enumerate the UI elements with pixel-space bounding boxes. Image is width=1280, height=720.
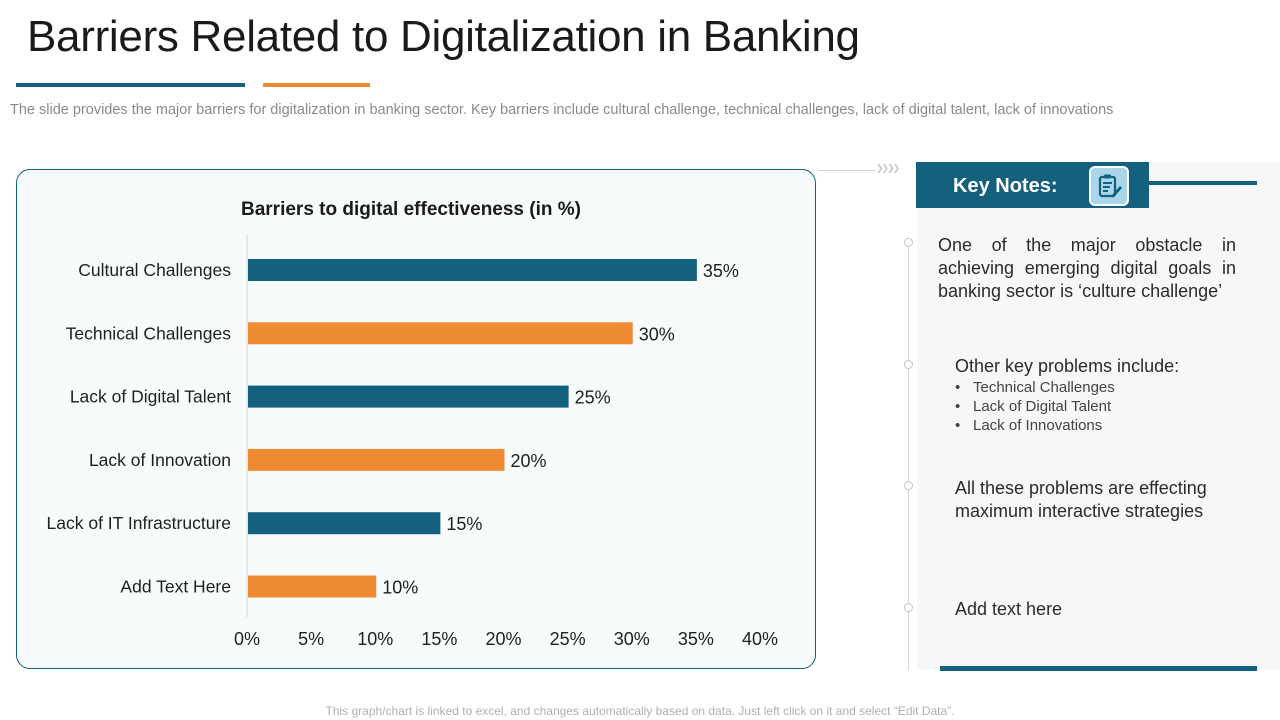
note-other-problems-intro: Other key problems include: bbox=[955, 356, 1180, 376]
slide-title: Barriers Related to Digitalization in Ba… bbox=[27, 12, 860, 61]
key-notes-header: Key Notes: bbox=[916, 162, 1149, 208]
key-notes-header-line bbox=[1149, 181, 1257, 185]
x-tick-label: 40% bbox=[742, 629, 778, 649]
chart-title: Barriers to digital effectiveness (in %) bbox=[241, 199, 581, 220]
bar bbox=[248, 259, 697, 281]
data-label: 15% bbox=[446, 514, 482, 534]
note-culture-challenge: One of the major obstacle in achieving e… bbox=[938, 235, 1236, 301]
category-label: Lack of IT Infrastructure bbox=[47, 513, 231, 533]
bar bbox=[248, 385, 569, 408]
x-tick-label: 35% bbox=[678, 629, 714, 649]
list-item: Lack of Digital Talent bbox=[955, 397, 1115, 416]
x-tick-label: 0% bbox=[234, 629, 260, 649]
category-label: Lack of Innovation bbox=[89, 450, 231, 470]
list-item: Lack of Innovations bbox=[955, 416, 1115, 435]
timeline-dot bbox=[904, 603, 913, 612]
x-tick-label: 25% bbox=[550, 629, 586, 649]
clipboard-edit-icon bbox=[1089, 166, 1129, 206]
key-notes-title: Key Notes: bbox=[953, 175, 1058, 197]
x-tick-label: 20% bbox=[485, 629, 521, 649]
footer-note: This graph/chart is linked to excel, and… bbox=[325, 704, 955, 718]
notes-timeline bbox=[908, 242, 909, 670]
note-problems-list: Technical Challenges Lack of Digital Tal… bbox=[955, 378, 1115, 435]
timeline-dot bbox=[904, 360, 913, 369]
x-tick-label: 30% bbox=[614, 629, 650, 649]
data-label: 10% bbox=[382, 578, 418, 598]
category-label: Cultural Challenges bbox=[78, 260, 231, 280]
x-tick-label: 15% bbox=[421, 629, 457, 649]
x-tick-label: 5% bbox=[298, 629, 324, 649]
bar bbox=[248, 322, 633, 345]
data-label: 35% bbox=[703, 261, 739, 281]
category-label: Lack of Digital Talent bbox=[70, 387, 231, 407]
timeline-dot bbox=[904, 481, 913, 490]
slide-subtitle: The slide provides the major barriers fo… bbox=[10, 102, 1114, 118]
bar bbox=[248, 448, 505, 471]
list-item: Technical Challenges bbox=[955, 378, 1115, 397]
note-add-text[interactable]: Add text here bbox=[955, 599, 1063, 619]
data-label: 30% bbox=[639, 324, 675, 344]
bar-chart[interactable]: Barriers to digital effectiveness (in %)… bbox=[17, 170, 817, 670]
connector-arrows-icon: ❯❯❯❯ bbox=[876, 163, 900, 173]
x-tick-label: 10% bbox=[357, 629, 393, 649]
key-notes-bottom-line bbox=[940, 666, 1257, 671]
title-underline-orange bbox=[263, 83, 370, 87]
data-label: 25% bbox=[575, 388, 611, 408]
data-label: 20% bbox=[511, 451, 547, 471]
timeline-dot bbox=[904, 238, 913, 247]
chart-card[interactable]: Barriers to digital effectiveness (in %)… bbox=[16, 169, 816, 669]
category-label: Add Text Here bbox=[120, 577, 231, 597]
title-underline-blue bbox=[16, 83, 245, 87]
bar bbox=[248, 512, 441, 535]
connector-line bbox=[818, 170, 876, 171]
category-label: Technical Challenges bbox=[66, 323, 232, 343]
bar bbox=[248, 575, 377, 598]
note-effecting-strategies: All these problems are effecting maximum… bbox=[955, 478, 1207, 521]
